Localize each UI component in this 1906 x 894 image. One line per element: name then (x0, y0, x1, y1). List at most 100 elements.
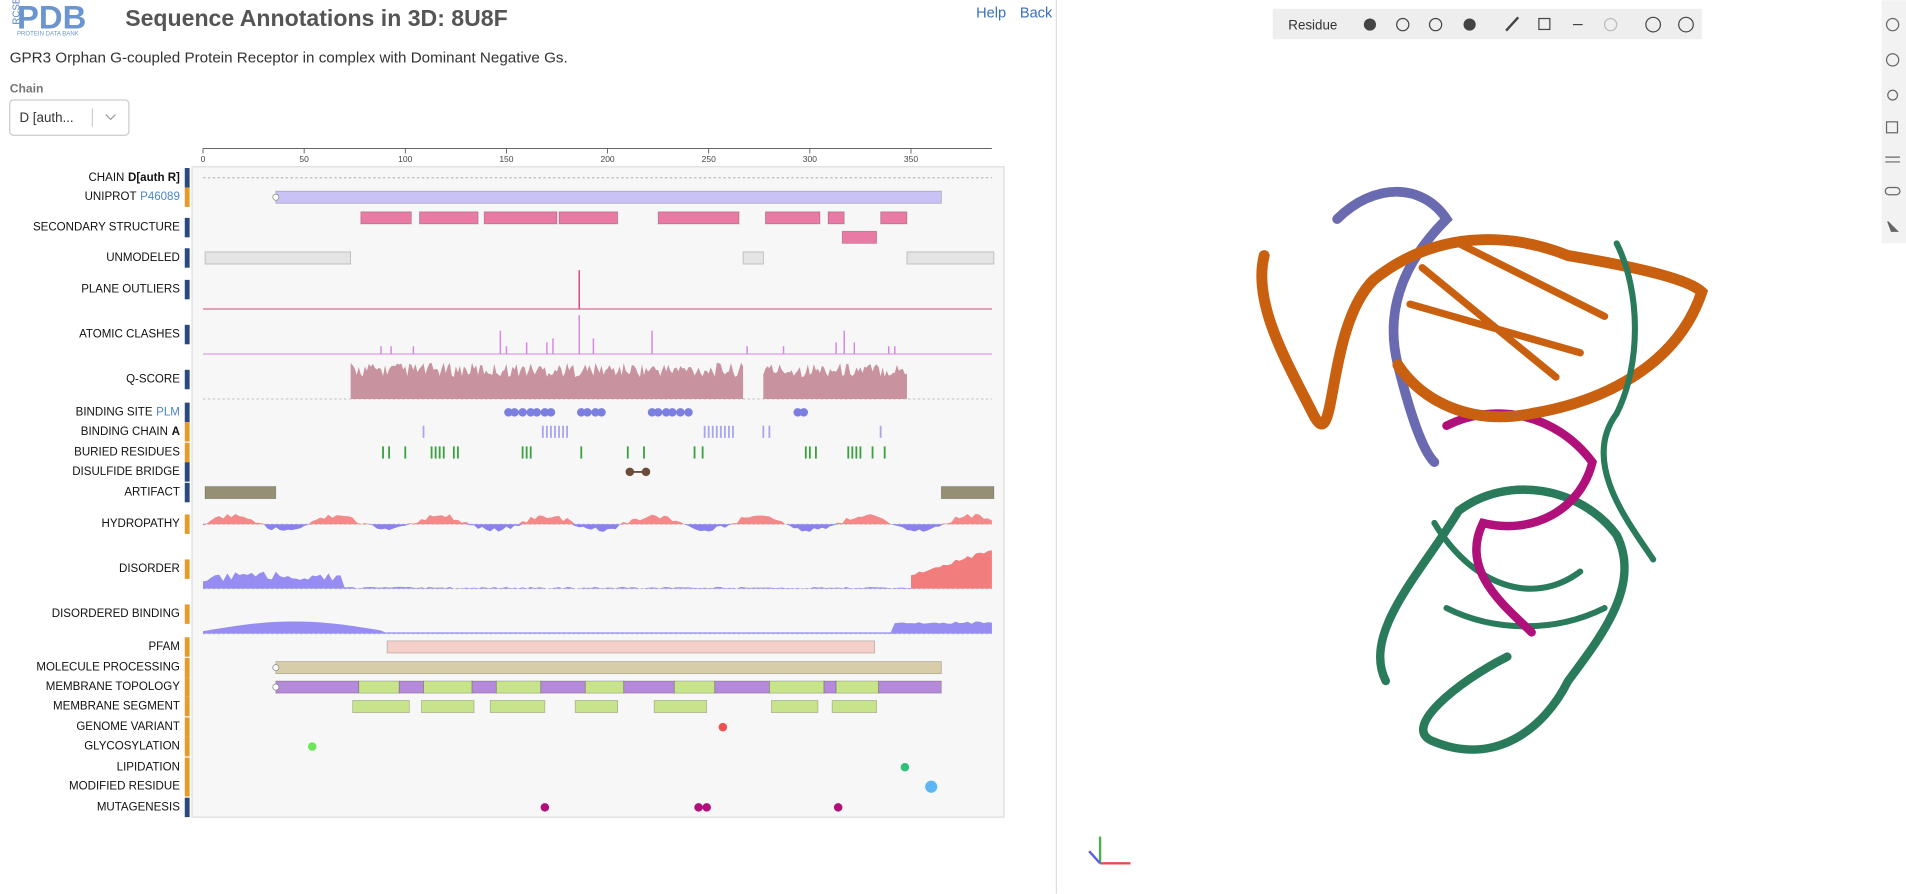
feature-dot (540, 803, 550, 812)
feature (423, 680, 473, 694)
track-bar (184, 797, 190, 818)
track-bar (184, 637, 190, 657)
feature-dot (540, 408, 550, 417)
track-label-text: MOLECULE PROCESSING (36, 662, 180, 674)
feature-dot (684, 408, 693, 417)
feature (925, 780, 938, 793)
icon[interactable] (1678, 16, 1694, 33)
icon[interactable] (1885, 121, 1899, 134)
feature (358, 680, 400, 694)
feature-dot (647, 408, 657, 417)
feature (623, 680, 675, 694)
logo[interactable]: PDB (17, 0, 86, 35)
toolbar-icons (1363, 16, 1694, 33)
side-icons (1884, 17, 1901, 232)
icon[interactable] (1885, 53, 1900, 67)
help-link[interactable]: Help (976, 5, 1006, 21)
icon[interactable] (1603, 17, 1618, 32)
icon[interactable] (1396, 17, 1410, 32)
chevron (105, 114, 116, 121)
feature (483, 211, 558, 225)
feature (421, 700, 475, 713)
track-bar (184, 657, 190, 678)
track-label-link: PLM (156, 406, 180, 418)
subtitle: GPR3 Orphan G-coupled Protein Receptor i… (10, 49, 568, 66)
icon[interactable] (1887, 89, 1899, 101)
start-marker (272, 664, 280, 672)
track-bar (184, 677, 190, 697)
chain-value: D [auth... (19, 110, 73, 125)
icon[interactable] (1887, 221, 1899, 232)
track-label: MODIFIED RESIDUE (69, 781, 180, 793)
icon[interactable] (1885, 17, 1900, 32)
icon[interactable] (1428, 17, 1443, 32)
profile-area (202, 621, 992, 634)
track-label-text: ARTIFACT (124, 487, 180, 499)
chain-label: Chain (10, 82, 44, 96)
ruler-tick-label: 0 (201, 154, 206, 164)
icon[interactable] (1505, 16, 1520, 32)
feature (574, 700, 619, 713)
track-label: UNIPROT P46089 (85, 191, 180, 203)
track-label-text: Q-SCORE (126, 374, 180, 386)
start-marker (272, 193, 280, 201)
feature (827, 211, 845, 225)
track-label-text: BINDING CHAIN (81, 426, 168, 438)
track-bar (184, 279, 190, 300)
icon[interactable] (1363, 18, 1377, 31)
track-bar (184, 559, 190, 579)
chain-select[interactable] (9, 99, 130, 136)
track-bar (184, 462, 190, 482)
qscore-area (763, 363, 907, 399)
track-bar (184, 422, 190, 442)
track-label: MEMBRANE TOPOLOGY (46, 681, 180, 693)
track-bar (184, 217, 190, 238)
track-bar (184, 604, 190, 624)
icon[interactable] (1645, 16, 1662, 33)
ruler-tick-label: 100 (398, 154, 412, 164)
back-link[interactable]: Back (1020, 5, 1053, 21)
track-label-text: BINDING SITE (76, 406, 153, 418)
feature-dot (661, 408, 671, 417)
bond-end (625, 467, 635, 477)
feature-dot (799, 408, 809, 417)
icon[interactable] (1885, 156, 1900, 163)
feature-dot (597, 408, 606, 417)
track-label-bold: A (172, 426, 181, 438)
feature (398, 680, 424, 694)
feature (540, 680, 586, 694)
feature-dot (546, 408, 556, 417)
feature-dot (532, 408, 542, 417)
feature (204, 486, 277, 500)
feature (275, 680, 360, 694)
feature (769, 680, 825, 694)
molecule (1256, 187, 1709, 754)
track-bar (184, 482, 190, 503)
feature (771, 700, 819, 713)
icon[interactable] (1538, 17, 1551, 31)
feature (835, 680, 879, 694)
feature (831, 700, 877, 713)
feature (714, 680, 770, 694)
track-label: DISULFIDE BRIDGE (72, 466, 180, 478)
ruler-tick-label: 350 (904, 154, 918, 164)
ruler-tick-label: 50 (299, 154, 309, 164)
feature (653, 700, 708, 713)
track-label-text: BURIED RESIDUES (74, 447, 180, 459)
feature (673, 680, 716, 694)
track-label: CHAIN D[auth R] (88, 172, 180, 184)
feature-dot (702, 803, 711, 812)
feature-dot (694, 803, 703, 812)
feature (360, 211, 412, 225)
icon[interactable] (1884, 186, 1901, 196)
track-bar (184, 717, 190, 737)
feature-dot (583, 408, 592, 417)
icon[interactable] (1463, 18, 1476, 31)
feature (742, 251, 764, 265)
track-label-text: MODIFIED RESIDUE (69, 781, 180, 793)
track-label-text: PFAM (148, 641, 179, 653)
axes-gizmo (1088, 836, 1131, 865)
mode-button[interactable]: Residue (1288, 17, 1337, 32)
track-label: ATOMIC CLASHES (79, 329, 180, 341)
